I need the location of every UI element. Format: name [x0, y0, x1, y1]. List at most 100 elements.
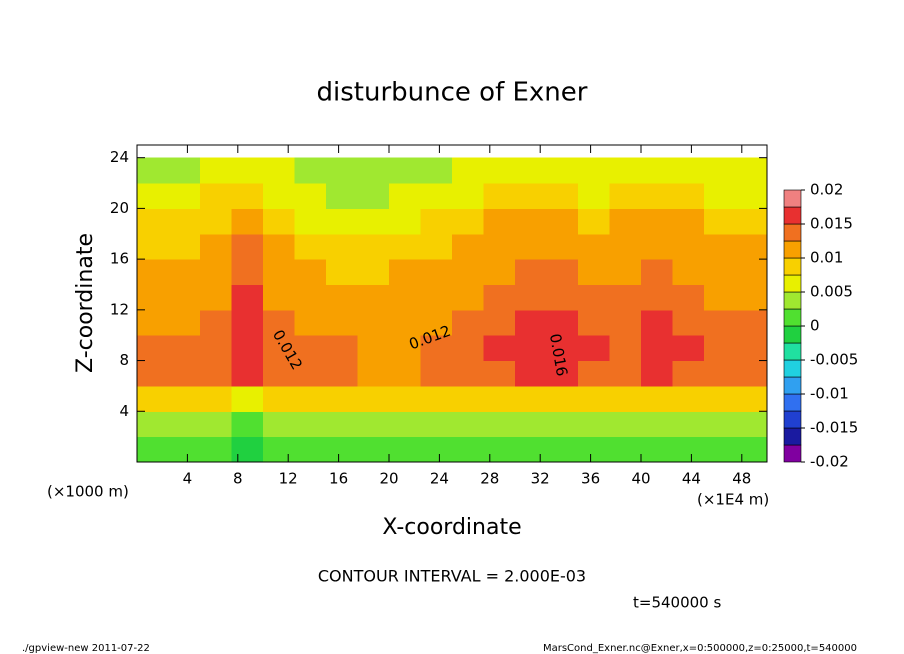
heat-cell: [546, 157, 579, 184]
heat-cell: [137, 284, 169, 311]
x-tick-label: 16: [329, 470, 348, 488]
heat-cell: [231, 183, 264, 209]
heat-cell: [483, 385, 516, 412]
heat-cell: [137, 233, 169, 260]
heat-cell: [357, 436, 390, 463]
heat-cell: [294, 436, 327, 463]
heat-cell: [294, 183, 327, 209]
heat-cell: [483, 360, 516, 387]
heat-cell: [641, 284, 673, 311]
heat-cell: [294, 284, 327, 311]
x-tick-label: 36: [581, 470, 600, 488]
colorbar-band: [783, 444, 802, 463]
heat-cell: [515, 157, 547, 184]
colorbar-band: [783, 240, 802, 259]
y-tick-label: 20: [110, 199, 129, 217]
heat-cell: [263, 360, 295, 387]
colorbar-band: [783, 410, 802, 429]
heat-cell: [168, 259, 201, 285]
heat-cell: [357, 259, 390, 285]
heat-cell: [546, 309, 579, 336]
heat-cell: [137, 436, 169, 463]
heat-cell: [578, 335, 610, 362]
heat-cell: [389, 208, 421, 235]
heat-cell: [137, 183, 169, 209]
heat-cell: [452, 411, 484, 438]
heat-cell: [515, 360, 547, 387]
colorbar-tick-label: 0.005: [810, 283, 853, 301]
x-tick-label: 12: [279, 470, 298, 488]
heat-cell: [515, 208, 547, 235]
heat-cell: [641, 360, 673, 387]
heat-cell: [420, 233, 453, 260]
heat-cell: [546, 259, 579, 285]
heat-cell: [641, 309, 673, 336]
chart-title: disturbunce of Exner: [317, 78, 588, 108]
heat-cell: [137, 385, 169, 412]
heat-cell: [672, 385, 705, 412]
heat-cell: [735, 436, 768, 463]
heat-cell: [735, 183, 768, 209]
heat-cell: [420, 360, 453, 387]
heat-cell: [735, 335, 768, 362]
heat-cell: [672, 411, 705, 438]
heat-cell: [578, 208, 610, 235]
heat-cell: [389, 335, 421, 362]
heat-cell: [357, 309, 390, 336]
heat-cell: [483, 411, 516, 438]
heat-cell: [672, 284, 705, 311]
heat-cell: [735, 385, 768, 412]
heat-cell: [326, 157, 358, 184]
heat-cell: [546, 411, 579, 438]
heat-cell: [641, 436, 673, 463]
heat-cell: [420, 183, 453, 209]
heat-cell: [641, 157, 673, 184]
plot-frame: [136, 144, 768, 463]
heat-cell: [326, 309, 358, 336]
heat-cell: [483, 284, 516, 311]
heat-cell: [326, 335, 358, 362]
heat-cell: [578, 309, 610, 336]
heat-cell: [231, 335, 264, 362]
heat-cell: [326, 284, 358, 311]
heat-cell: [294, 259, 327, 285]
y-axis-label: Z-coordinate: [73, 233, 98, 373]
heat-cell: [389, 183, 421, 209]
colorbar-band: [783, 206, 802, 225]
heat-cell: [672, 335, 705, 362]
heat-cell: [672, 157, 705, 184]
heat-cell: [137, 208, 169, 235]
heat-cell: [515, 335, 547, 362]
heat-cell: [483, 436, 516, 463]
heat-cell: [609, 157, 642, 184]
heat-cell: [168, 157, 201, 184]
heat-cell: [641, 233, 673, 260]
heat-cell: [420, 436, 453, 463]
heat-cell: [294, 385, 327, 412]
heat-cell: [231, 385, 264, 412]
heat-cell: [168, 385, 201, 412]
heat-cell: [515, 309, 547, 336]
heat-cell: [641, 411, 673, 438]
heat-cell: [357, 208, 390, 235]
heat-cell: [704, 183, 736, 209]
colorbar-band: [783, 257, 802, 276]
heat-cell: [326, 208, 358, 235]
heat-cell: [263, 233, 295, 260]
x-tick-label: 48: [732, 470, 751, 488]
heat-cell: [231, 309, 264, 336]
heat-cell: [735, 309, 768, 336]
colorbar-tick-label: -0.01: [810, 385, 849, 403]
heat-cell: [515, 385, 547, 412]
heat-cell: [389, 259, 421, 285]
heat-cell: [672, 436, 705, 463]
heat-cell: [452, 309, 484, 336]
heat-cell: [389, 284, 421, 311]
y-tick-label: 8: [119, 351, 129, 369]
heat-cell: [546, 183, 579, 209]
heat-cell: [578, 284, 610, 311]
heat-cell: [483, 335, 516, 362]
heat-cell: [672, 183, 705, 209]
heat-cell: [168, 208, 201, 235]
heat-cell: [420, 411, 453, 438]
